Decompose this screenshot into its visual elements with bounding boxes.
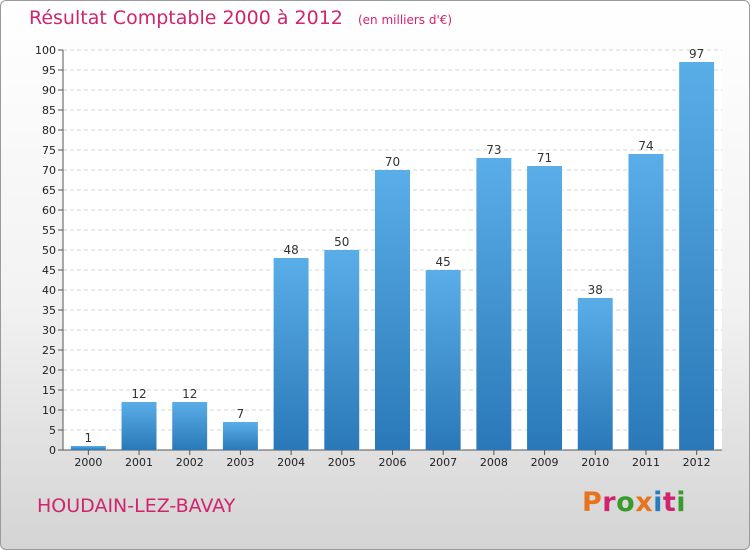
value-label-2002: 12	[182, 387, 197, 401]
bar-2001	[121, 402, 157, 450]
value-label-2010: 38	[588, 283, 603, 297]
logo-letter: o	[616, 487, 636, 518]
y-tick-label: 15	[42, 384, 56, 397]
x-tick-label: 2011	[632, 456, 660, 469]
bar-2002	[172, 402, 208, 450]
x-tick-label: 2012	[683, 456, 711, 469]
chart-title: Résultat Comptable 2000 à 2012	[29, 7, 343, 29]
y-tick-label: 0	[49, 444, 56, 457]
bar-2000	[70, 446, 106, 450]
y-tick-label: 10	[42, 404, 56, 417]
y-tick-label: 85	[42, 104, 56, 117]
value-label-2012: 97	[689, 47, 704, 61]
y-tick-label: 100	[35, 44, 56, 57]
y-tick-label: 35	[42, 304, 56, 317]
place-name: HOUDAIN-LEZ-BAVAY	[37, 495, 236, 517]
y-tick-label: 65	[42, 184, 56, 197]
bar-2007	[425, 270, 461, 450]
value-label-2000: 1	[85, 431, 93, 445]
chart-title-block: Résultat Comptable 2000 à 2012 (en milli…	[29, 7, 452, 29]
logo-letter: x	[635, 487, 654, 518]
value-label-2008: 73	[486, 143, 501, 157]
y-tick-label: 50	[42, 244, 56, 257]
value-label-2005: 50	[334, 235, 349, 249]
y-tick-label: 75	[42, 144, 56, 157]
x-tick-label: 2002	[176, 456, 204, 469]
chart-unit-note: (en milliers d'€)	[357, 13, 453, 27]
y-tick-label: 25	[42, 344, 56, 357]
value-label-2009: 71	[537, 151, 552, 165]
x-tick-label: 2006	[379, 456, 407, 469]
y-tick-label: 90	[42, 84, 56, 97]
logo-letter: P	[582, 487, 603, 518]
y-tick-label: 60	[42, 204, 56, 217]
y-tick-label: 70	[42, 164, 56, 177]
y-tick-label: 45	[42, 264, 56, 277]
x-tick-label: 2001	[125, 456, 153, 469]
y-tick-label: 30	[42, 324, 56, 337]
x-tick-label: 2005	[328, 456, 356, 469]
y-tick-label: 95	[42, 64, 56, 77]
logo-letter: i	[676, 487, 687, 518]
bar-2003	[222, 422, 258, 450]
bar-2006	[375, 170, 410, 450]
x-tick-label: 2003	[226, 456, 254, 469]
x-tick-label: 2004	[277, 456, 305, 469]
bar-2010	[577, 298, 613, 450]
x-tick-label: 2007	[429, 456, 457, 469]
y-tick-label: 20	[42, 364, 56, 377]
y-tick-label: 40	[42, 284, 56, 297]
bar-2009	[527, 166, 563, 450]
x-tick-label: 2010	[581, 456, 609, 469]
value-label-2004: 48	[283, 243, 298, 257]
proxiti-logo: Proxiti	[582, 487, 686, 518]
x-tick-label: 2009	[531, 456, 559, 469]
value-label-2001: 12	[131, 387, 146, 401]
y-tick-label: 80	[42, 124, 56, 137]
value-label-2011: 74	[638, 139, 653, 153]
x-tick-label: 2000	[74, 456, 102, 469]
bar-2004	[273, 258, 309, 450]
y-tick-label: 55	[42, 224, 56, 237]
bar-2008	[476, 158, 512, 450]
y-tick-label: 5	[49, 424, 56, 437]
value-label-2003: 7	[237, 407, 245, 421]
x-tick-label: 2008	[480, 456, 508, 469]
bar-2012	[679, 62, 715, 450]
bar-2011	[628, 154, 664, 450]
value-label-2007: 45	[436, 255, 451, 269]
bar-2005	[324, 250, 360, 450]
logo-letter: t	[662, 487, 677, 518]
labels: 0 5 10 15 20 25 30 35 40 45 50 55 60 65 70 75 80 85 90 95 10…	[35, 44, 711, 469]
logo-letter: r	[602, 487, 617, 518]
bars	[70, 62, 716, 450]
logo-letter: i	[653, 487, 663, 518]
value-label-2006: 70	[385, 155, 400, 169]
